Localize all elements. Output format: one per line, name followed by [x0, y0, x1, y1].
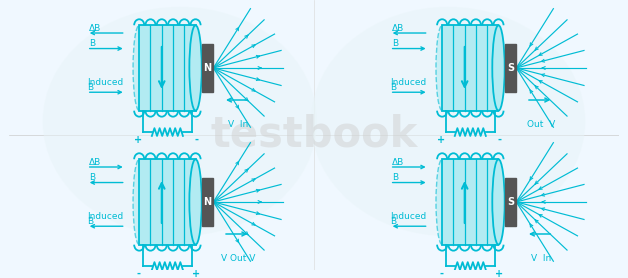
Ellipse shape — [190, 25, 202, 111]
Bar — [505, 44, 516, 92]
Text: S: S — [507, 63, 514, 73]
Text: Induced: Induced — [87, 78, 123, 87]
Text: B: B — [392, 173, 398, 182]
Text: N: N — [203, 197, 212, 207]
Ellipse shape — [43, 7, 317, 236]
Text: N: N — [203, 63, 212, 73]
Text: +: + — [134, 135, 143, 145]
Text: -: - — [136, 269, 140, 278]
Text: B: B — [87, 83, 93, 92]
Text: +: + — [495, 269, 504, 278]
Text: V  In: V In — [531, 254, 551, 263]
Ellipse shape — [190, 159, 202, 245]
Text: +: + — [192, 269, 200, 278]
Bar — [202, 44, 214, 92]
Bar — [442, 25, 499, 111]
Ellipse shape — [133, 159, 146, 245]
Bar — [139, 25, 195, 111]
Text: Induced: Induced — [87, 212, 123, 221]
Text: +: + — [437, 135, 445, 145]
Text: testbook: testbook — [210, 114, 418, 156]
Text: ΔB: ΔB — [392, 24, 404, 33]
Text: Induced: Induced — [390, 212, 426, 221]
Bar — [442, 159, 499, 245]
Text: B: B — [89, 173, 95, 182]
Bar — [202, 178, 214, 226]
Text: S: S — [507, 197, 514, 207]
Text: Out  V: Out V — [527, 120, 555, 129]
Text: -: - — [497, 135, 501, 145]
Text: V  In: V In — [228, 120, 248, 129]
Text: B: B — [87, 217, 93, 226]
Ellipse shape — [436, 159, 448, 245]
Ellipse shape — [436, 25, 448, 111]
Text: B: B — [89, 39, 95, 48]
Text: ΔB: ΔB — [89, 158, 101, 167]
Text: B: B — [390, 217, 396, 226]
Text: V Out V: V Out V — [220, 254, 255, 263]
Ellipse shape — [492, 159, 505, 245]
Text: ΔB: ΔB — [392, 158, 404, 167]
Text: -: - — [195, 135, 198, 145]
Bar — [139, 159, 195, 245]
Ellipse shape — [133, 25, 146, 111]
Text: Induced: Induced — [390, 78, 426, 87]
Bar — [505, 178, 516, 226]
Text: B: B — [392, 39, 398, 48]
Text: B: B — [390, 83, 396, 92]
Text: ΔB: ΔB — [89, 24, 101, 33]
Ellipse shape — [311, 7, 585, 236]
Text: -: - — [439, 269, 443, 278]
Ellipse shape — [492, 25, 505, 111]
